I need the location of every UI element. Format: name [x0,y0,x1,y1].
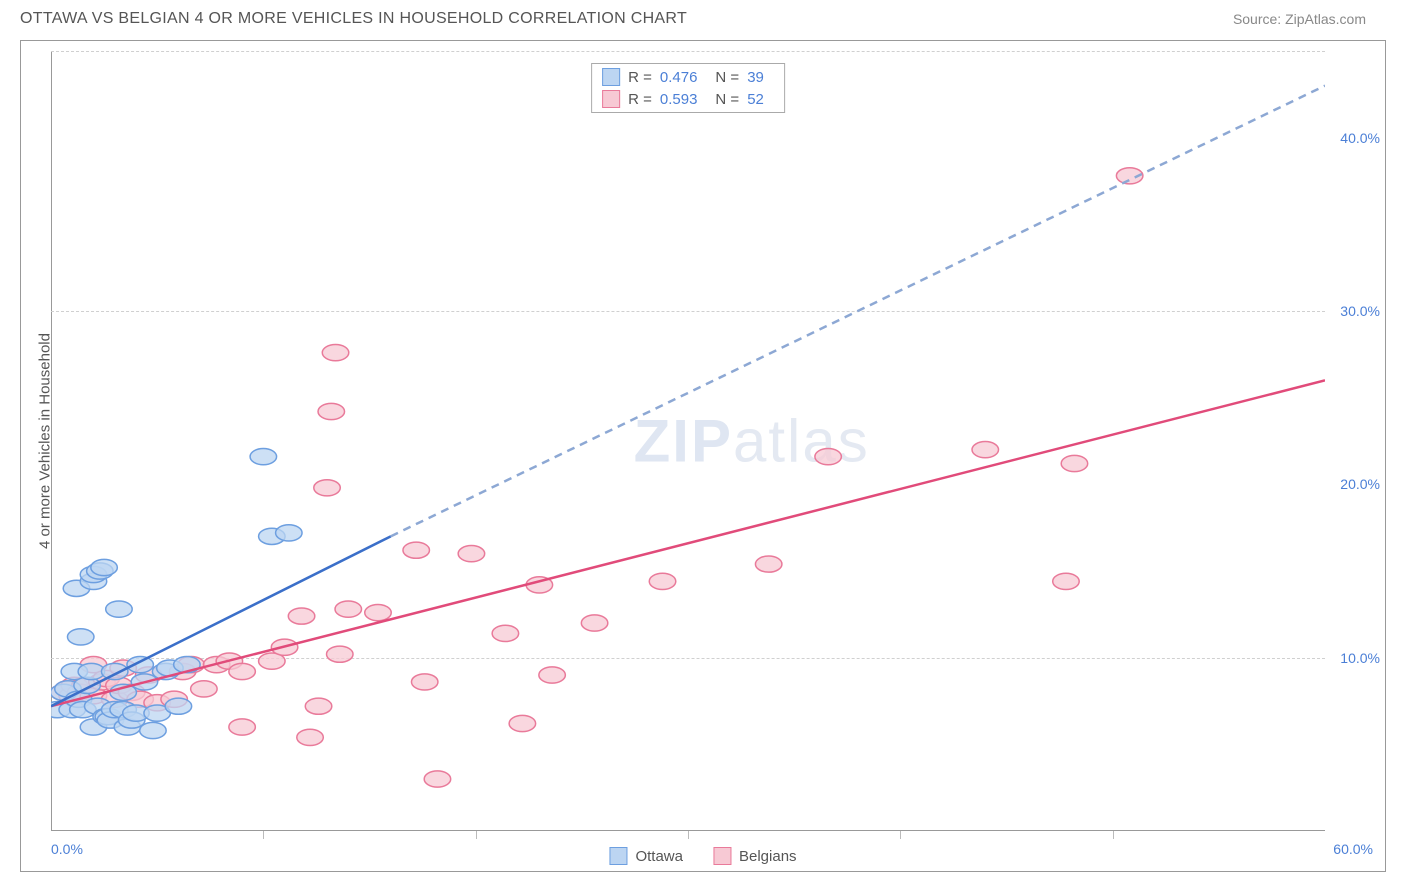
ottawa-swatch [602,68,620,86]
chart-title: OTTAWA VS BELGIAN 4 OR MORE VEHICLES IN … [20,10,687,28]
ottawa-swatch [609,847,627,865]
legend-item-ottawa: Ottawa [609,847,683,865]
r-label: R = [628,69,652,86]
correlation-legend: R = 0.476 N = 39 R = 0.593 N = 52 [591,63,785,113]
ottawa-r-value: 0.476 [660,69,708,86]
n-label: N = [715,91,739,108]
belgians-swatch [602,90,620,108]
legend-label: Ottawa [635,848,683,865]
n-label: N = [715,69,739,86]
plot-area: ZIPatlas 10.0%20.0%30.0%40.0% 0.0% 60.0%… [51,51,1325,831]
legend-label: Belgians [739,848,797,865]
belgians-n-value: 52 [747,91,774,108]
y-axis-label: 4 or more Vehicles in Household [37,333,54,549]
chart-container: ZIPatlas 10.0%20.0%30.0%40.0% 0.0% 60.0%… [20,40,1386,872]
x-axis-start-label: 0.0% [51,841,83,857]
belgians-swatch [713,847,731,865]
r-label: R = [628,91,652,108]
scatter-svg [51,51,1325,831]
legend-row-belgians: R = 0.593 N = 52 [592,88,784,110]
belgians-r-value: 0.593 [660,91,708,108]
x-axis-end-label: 60.0% [1333,841,1373,857]
series-legend: Ottawa Belgians [609,847,796,865]
legend-row-ottawa: R = 0.476 N = 39 [592,66,784,88]
legend-item-belgians: Belgians [713,847,797,865]
source-label: Source: ZipAtlas.com [1233,11,1366,27]
ottawa-n-value: 39 [747,69,774,86]
